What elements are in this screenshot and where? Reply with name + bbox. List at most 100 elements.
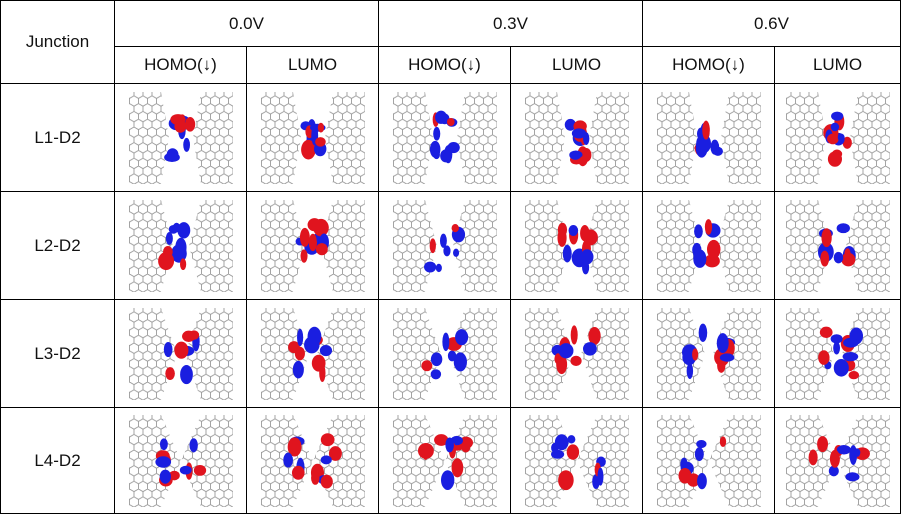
orbital-picture: [125, 196, 237, 296]
orbital-lobe: [185, 117, 195, 132]
orbital-lobe: [694, 447, 703, 461]
orbital-picture: [521, 411, 633, 511]
orbital-lobe: [174, 119, 186, 132]
orbital-lobe: [566, 444, 578, 459]
orbital-lobe: [569, 150, 581, 159]
orbital-lobe: [440, 470, 453, 490]
graphene-right: [709, 415, 761, 507]
orbital-lobe: [159, 469, 170, 483]
orbital-lobe: [297, 328, 303, 345]
orbital-image: [115, 300, 247, 408]
orbital-picture: [521, 196, 633, 296]
orbital-image: [247, 300, 379, 408]
graphene-left: [525, 415, 577, 507]
orbital-picture: [257, 88, 369, 188]
orbital-lobe: [702, 120, 710, 139]
orbital-lobe: [291, 465, 304, 479]
junction-header: Junction: [0, 0, 115, 84]
graphene-left: [261, 92, 301, 184]
orbital-lobe: [429, 238, 435, 253]
orbital-lobe: [433, 150, 440, 159]
orbital-lobe: [442, 332, 449, 350]
graphene-left: [129, 92, 169, 184]
orbital-lobe: [435, 110, 447, 123]
orbital-lobe: [562, 244, 571, 262]
orbital-picture: [653, 196, 765, 296]
graphene-right: [721, 92, 761, 184]
orbital-lobe: [445, 437, 454, 452]
orbital-image: [247, 408, 379, 514]
orbital-lobe: [165, 231, 172, 244]
orbital-picture: [782, 411, 894, 511]
orbital-lobe: [583, 342, 597, 356]
graphene-right: [189, 200, 233, 292]
orbital-lobe: [833, 341, 840, 354]
orbital-lobe: [175, 237, 186, 256]
row-label: L3-D2: [0, 300, 115, 408]
orbital-lobe: [180, 258, 186, 270]
orbital-image: [643, 84, 775, 192]
orbital-lobe: [423, 261, 435, 272]
orbital-lobe: [844, 248, 850, 258]
orbital-lobe: [451, 224, 458, 232]
orbital-picture: [782, 88, 894, 188]
row-label: L2-D2: [0, 192, 115, 300]
orbital-lobe: [830, 334, 842, 343]
orbital-lobe: [848, 371, 859, 379]
orbital-lobe: [710, 139, 719, 154]
orbital-picture: [257, 196, 369, 296]
orbital-image: [511, 300, 643, 408]
orbital-lobe: [698, 323, 707, 341]
orbital-lobe: [320, 433, 334, 446]
orbital-picture: [257, 304, 369, 404]
graphene-right: [589, 92, 629, 184]
orbital-picture: [125, 88, 237, 188]
orbital-lobe: [582, 260, 589, 274]
graphene-left: [261, 200, 305, 292]
orbital-lobe: [283, 452, 293, 467]
orbital-lobe: [819, 326, 832, 337]
graphene-left: [129, 415, 181, 507]
orbital-picture: [653, 411, 765, 511]
orbital-picture: [389, 196, 501, 296]
orbital-image: [247, 192, 379, 300]
orbital-lobe: [317, 122, 323, 132]
orbital-picture: [782, 304, 894, 404]
orbital-lobe: [719, 353, 733, 361]
orbital-lobe: [719, 436, 725, 447]
orbital-image: [643, 300, 775, 408]
row-label: L4-D2: [0, 408, 115, 514]
graphene-right: [325, 92, 365, 184]
graphene-left: [129, 200, 173, 292]
orbital-lobe: [836, 444, 850, 454]
orbital-lobe: [696, 439, 706, 447]
orbital-image: [775, 84, 901, 192]
orbital-lobe: [570, 325, 577, 344]
graphene-right: [453, 200, 497, 292]
orbital-lobe: [451, 458, 463, 477]
graphene-right: [717, 200, 761, 292]
orbital-lobe: [692, 348, 698, 360]
voltage-header: 0.0V: [115, 0, 379, 47]
orbital-lobe: [320, 455, 331, 464]
orbital-lobe: [304, 336, 320, 353]
orbital-lobe: [421, 360, 432, 371]
orbital-lobe: [808, 449, 817, 465]
orbital-lobe: [845, 472, 859, 481]
orbital-lobe: [164, 152, 180, 161]
orbital-image: [775, 192, 901, 300]
orbital-image: [379, 408, 511, 514]
orbital-image: [115, 408, 247, 514]
orbital-lobe: [557, 228, 566, 246]
orbital-lobe: [433, 126, 440, 140]
orbital-lobe: [159, 438, 167, 450]
orbital-lobe: [319, 363, 325, 381]
orbital-picture: [389, 304, 501, 404]
orbital-picture: [125, 304, 237, 404]
orbital-lobe: [706, 239, 720, 258]
orbital-picture: [257, 411, 369, 511]
orbital-lobe: [308, 233, 316, 250]
orbital-lobe: [833, 359, 848, 377]
orbital-lobe: [431, 355, 438, 363]
graphene-right: [850, 92, 890, 184]
